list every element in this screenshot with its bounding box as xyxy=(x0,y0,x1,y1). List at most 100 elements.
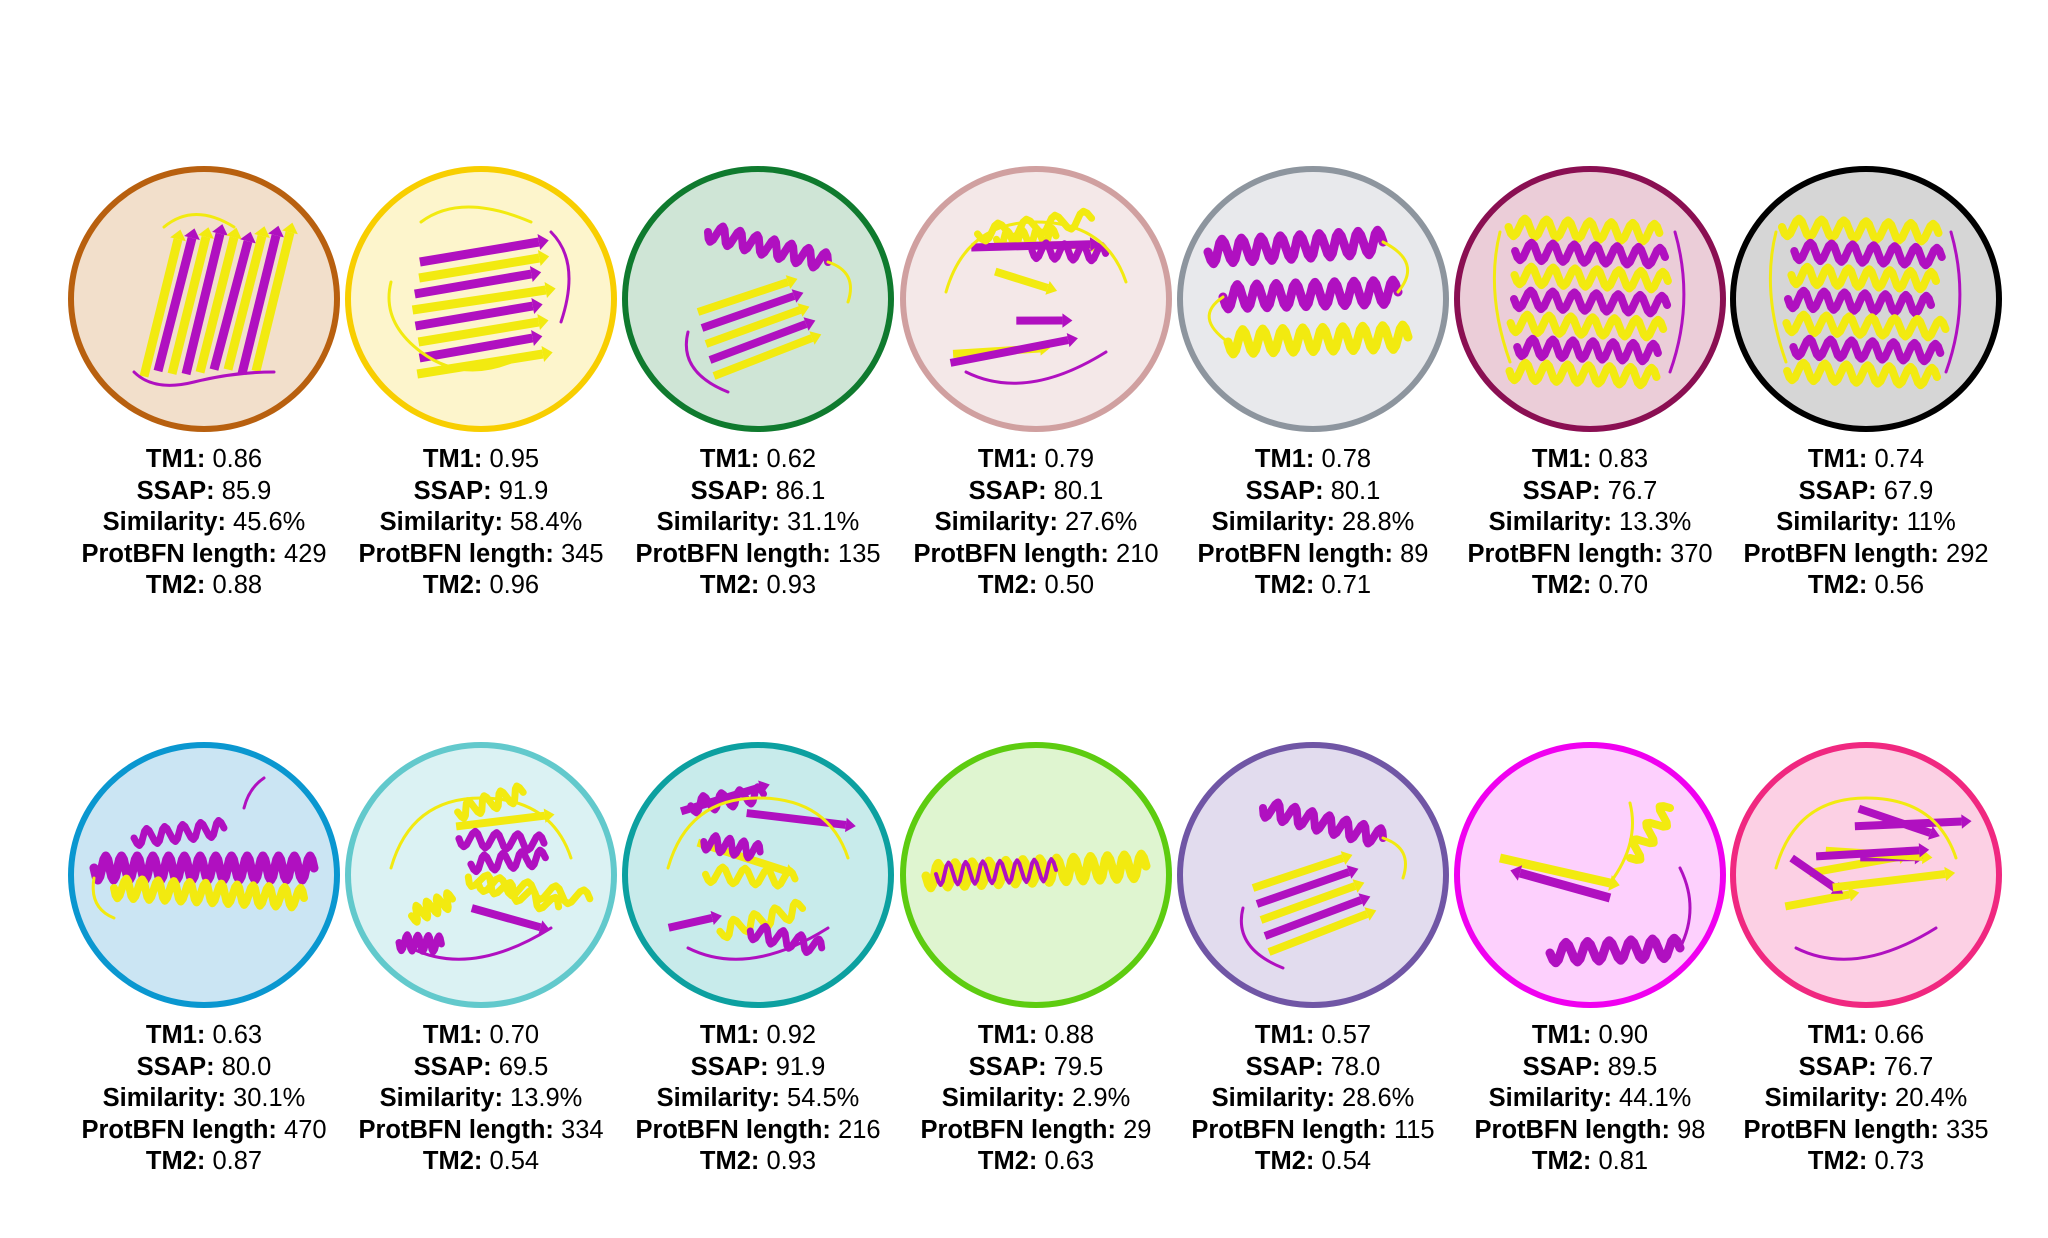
stat-tm1: TM1: 0.66 xyxy=(1696,1020,2036,1052)
stat-similarity: Similarity: 13.3% xyxy=(1420,507,1760,539)
protein-structure-icon xyxy=(666,780,856,961)
stat-ssap: SSAP: 69.5 xyxy=(311,1052,651,1084)
structure-circle xyxy=(345,166,617,432)
stat-value: 335 xyxy=(1946,1115,1989,1144)
stat-value: 0.90 xyxy=(1598,1021,1649,1049)
stat-tm2: TM2: 0.88 xyxy=(34,570,374,602)
stat-value: 89.5 xyxy=(1607,1052,1658,1081)
stat-similarity: Similarity: 11% xyxy=(1696,507,2036,539)
stat-label: SSAP: xyxy=(968,476,1047,505)
stat-label: ProtBFN length: xyxy=(1743,539,1939,568)
structure-circle xyxy=(68,742,340,1008)
stat-value: 0.86 xyxy=(212,445,263,473)
stat-tm1: TM1: 0.90 xyxy=(1420,1020,1760,1052)
stat-value: 0.54 xyxy=(489,1147,540,1175)
stat-label: Similarity: xyxy=(102,1084,226,1112)
structure-circle xyxy=(1730,166,2002,432)
structure-circle xyxy=(345,742,617,1008)
stat-label: Similarity: xyxy=(1488,508,1612,536)
stat-value: 11% xyxy=(1906,508,1956,536)
protein-structure-icon xyxy=(944,207,1128,385)
stat-tm2: TM2: 0.93 xyxy=(588,1146,928,1178)
stat-label: SSAP: xyxy=(136,1052,215,1081)
stat-value: 210 xyxy=(1116,539,1159,568)
stat-value: 79.5 xyxy=(1053,1052,1104,1081)
stat-value: 78.0 xyxy=(1330,1052,1381,1081)
structure-stats: TM1: 0.66 SSAP: 76.7 Similarity: 20.4% Prot… xyxy=(1696,1020,2036,1178)
structure-stats: TM1: 0.92 SSAP: 91.9 Similarity: 54.5% Prot… xyxy=(588,1020,928,1178)
stat-label: SSAP: xyxy=(690,1052,769,1081)
stat-label: TM1: xyxy=(1531,445,1592,473)
stat-label: TM2: xyxy=(145,1147,206,1175)
structure-stats: TM1: 0.83 SSAP: 76.7 Similarity: 13.3% Prot… xyxy=(1420,444,1760,602)
stat-label: TM2: xyxy=(699,1147,760,1175)
stat-value: 67.9 xyxy=(1883,476,1934,505)
stat-label: TM1: xyxy=(1531,1021,1592,1049)
protein-structure-icon xyxy=(1492,214,1686,390)
stat-tm1: TM1: 0.92 xyxy=(588,1020,928,1052)
stat-length: ProtBFN length: 29 xyxy=(866,1115,1206,1147)
stat-tm2: TM2: 0.54 xyxy=(311,1146,651,1178)
stat-similarity: Similarity: 2.9% xyxy=(866,1083,1206,1115)
stat-value: 0.57 xyxy=(1321,1021,1372,1049)
structure-stats: TM1: 0.63 SSAP: 80.0 Similarity: 30.1% Prot… xyxy=(34,1020,374,1178)
stat-value: 44.1% xyxy=(1619,1084,1692,1112)
stat-value: 80.0 xyxy=(221,1052,272,1081)
stat-label: ProtBFN length: xyxy=(635,539,831,568)
structure-circle xyxy=(1177,166,1449,432)
stat-label: SSAP: xyxy=(690,476,769,505)
stat-value: 0.79 xyxy=(1044,445,1095,473)
stat-similarity: Similarity: 54.5% xyxy=(588,1083,928,1115)
stat-label: SSAP: xyxy=(1245,476,1324,505)
stat-label: Similarity: xyxy=(656,1084,780,1112)
stat-value: 470 xyxy=(284,1115,327,1144)
stat-value: 2.9% xyxy=(1072,1084,1131,1112)
stat-label: SSAP: xyxy=(1798,476,1877,505)
structure-circle xyxy=(68,166,340,432)
stat-tm1: TM1: 0.63 xyxy=(34,1020,374,1052)
stat-value: 89 xyxy=(1400,539,1429,568)
stat-tm1: TM1: 0.70 xyxy=(311,1020,651,1052)
stat-value: 370 xyxy=(1670,539,1713,568)
stat-value: 80.1 xyxy=(1053,476,1104,505)
stat-similarity: Similarity: 20.4% xyxy=(1696,1083,2036,1115)
stat-value: 0.50 xyxy=(1044,571,1095,599)
stat-value: 0.78 xyxy=(1321,445,1372,473)
stat-label: SSAP: xyxy=(1245,1052,1324,1081)
stat-similarity: Similarity: 28.8% xyxy=(1143,507,1483,539)
stat-label: TM1: xyxy=(422,445,483,473)
stat-label: Similarity: xyxy=(1211,508,1335,536)
stat-similarity: Similarity: 13.9% xyxy=(311,1083,651,1115)
structure-circle xyxy=(622,742,894,1008)
stat-label: Similarity: xyxy=(941,1084,1066,1112)
structure-circle xyxy=(1177,742,1449,1008)
stat-label: TM1: xyxy=(1254,445,1315,473)
stat-value: 0.74 xyxy=(1874,445,1925,473)
structure-stats: TM1: 0.88 SSAP: 79.5 Similarity: 2.9% ProtB… xyxy=(866,1020,1206,1178)
stat-value: 0.83 xyxy=(1598,445,1649,473)
stat-similarity: Similarity: 45.6% xyxy=(34,507,374,539)
stat-value: 0.88 xyxy=(1044,1021,1095,1049)
stat-ssap: SSAP: 91.9 xyxy=(311,476,651,508)
stat-length: ProtBFN length: 334 xyxy=(311,1115,651,1147)
structure-stats: TM1: 0.57 SSAP: 78.0 Similarity: 28.6% Prot… xyxy=(1143,1020,1483,1178)
stat-label: TM2: xyxy=(1254,571,1315,599)
structure-stats: TM1: 0.78 SSAP: 80.1 Similarity: 28.8% Prot… xyxy=(1143,444,1483,602)
stat-ssap: SSAP: 80.1 xyxy=(866,476,1206,508)
stat-label: SSAP: xyxy=(1798,1052,1877,1081)
stat-tm1: TM1: 0.78 xyxy=(1143,444,1483,476)
stat-label: Similarity: xyxy=(379,508,503,536)
stat-tm2: TM2: 0.70 xyxy=(1420,570,1760,602)
stat-value: 0.66 xyxy=(1874,1021,1925,1049)
stat-value: 45.6% xyxy=(233,508,306,536)
stat-ssap: SSAP: 89.5 xyxy=(1420,1052,1760,1084)
stat-length: ProtBFN length: 470 xyxy=(34,1115,374,1147)
stat-similarity: Similarity: 58.4% xyxy=(311,507,651,539)
stat-value: 31.1% xyxy=(787,508,860,536)
stat-label: Similarity: xyxy=(102,508,226,536)
stat-similarity: Similarity: 30.1% xyxy=(34,1083,374,1115)
stat-value: 0.96 xyxy=(489,571,540,599)
stat-length: ProtBFN length: 135 xyxy=(588,539,928,571)
structure-circle xyxy=(1454,166,1726,432)
stat-similarity: Similarity: 27.6% xyxy=(866,507,1206,539)
